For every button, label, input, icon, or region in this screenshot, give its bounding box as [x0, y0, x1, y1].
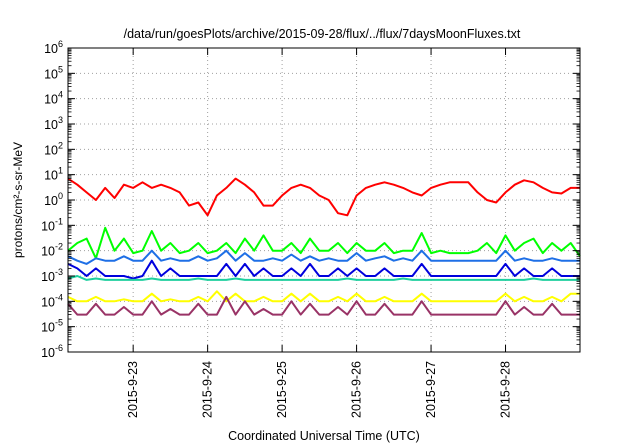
series-line [67, 275, 580, 281]
x-tick-label: 2015-9-23 [126, 361, 140, 418]
y-axis-label: protons/cm²-s-sr-MeV [11, 142, 25, 258]
y-tick-label: 102 [44, 140, 63, 157]
series-layer [67, 177, 581, 316]
y-tick-label: 100 [44, 191, 63, 208]
x-axis-label: Coordinated Universal Time (UTC) [228, 429, 420, 443]
x-tick-labels: 2015-9-23 2015-9-24 2015-9-25 2015-9-26 2015… [126, 361, 512, 418]
chart-title: /data/run/goesPlots/archive/2015-09-28/f… [124, 27, 521, 41]
series-line [67, 290, 580, 303]
x-tick-label: 2015-9-25 [275, 361, 289, 418]
series-line [67, 226, 581, 260]
y-tick-label: 104 [44, 90, 63, 107]
x-tick-label: 2015-9-28 [499, 361, 513, 418]
y-tick-label: 10-6 [41, 343, 63, 360]
y-tick-label: 10-5 [41, 318, 63, 335]
y-tick-label: 105 [44, 64, 63, 81]
y-tick-label: 106 [44, 39, 63, 56]
series-line [67, 295, 580, 316]
series-line [67, 177, 580, 217]
y-tick-label: 10-1 [41, 216, 63, 233]
x-tick-label: 2015-9-27 [424, 361, 438, 418]
grid-lines [68, 48, 580, 352]
y-tick-label: 101 [44, 166, 63, 183]
y-tick-label: 103 [44, 115, 63, 132]
x-tick-label: 2015-9-24 [201, 361, 215, 418]
series-line [67, 259, 580, 280]
y-tick-label: 10-3 [41, 267, 63, 284]
series-line [67, 249, 580, 265]
y-tick-label: 10-2 [41, 242, 63, 259]
y-tick-label: 10-4 [41, 292, 63, 309]
x-tick-label: 2015-9-26 [350, 361, 364, 418]
plot-frame [67, 47, 581, 353]
y-tick-labels: 10-6 10-5 10-4 10-3 10-2 10-1 100 101 102 103 104 1… [41, 39, 63, 360]
axis-ticks [68, 47, 580, 353]
